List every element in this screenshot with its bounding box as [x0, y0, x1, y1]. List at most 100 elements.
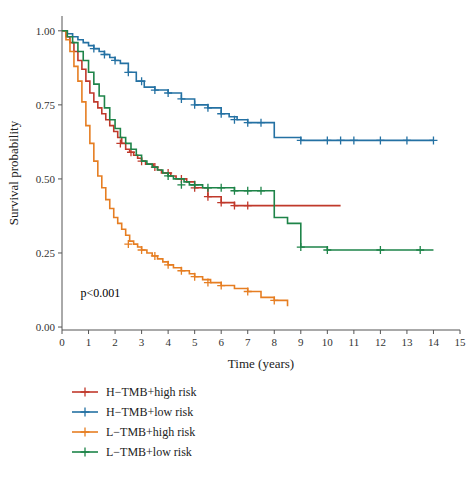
censor-mark [376, 136, 384, 144]
censor-mark [124, 68, 132, 76]
y-tick [58, 327, 62, 328]
legend-marker [81, 448, 90, 457]
x-tick [353, 330, 354, 334]
censor-mark [230, 187, 238, 195]
censor-mark [270, 296, 278, 304]
censor-mark [191, 181, 199, 189]
x-tick-label: 5 [192, 336, 198, 348]
censor-mark [217, 199, 225, 207]
x-tick [168, 330, 169, 334]
censor-mark [416, 246, 424, 254]
x-tick-label: 4 [165, 336, 171, 348]
censor-mark [164, 89, 172, 97]
censor-mark [138, 77, 146, 85]
x-axis-line [62, 330, 460, 331]
y-tick-label: 0.00 [36, 321, 56, 333]
x-tick-label: 9 [298, 336, 304, 348]
x-tick [194, 330, 195, 334]
censor-mark [124, 240, 132, 248]
censor-mark [191, 273, 199, 281]
x-tick-label: 14 [428, 336, 440, 348]
censor-mark [244, 187, 252, 195]
legend: H−TMB+high risk H−TMB+low risk L−TMB+high … [72, 385, 197, 459]
censor-mark [244, 202, 252, 210]
censor-mark [350, 136, 358, 144]
x-tick [88, 330, 89, 334]
legend-marker [81, 428, 90, 437]
censor-mark [151, 86, 159, 94]
x-tick-label: 11 [349, 336, 360, 348]
x-tick [406, 330, 407, 334]
censor-mark [204, 104, 212, 112]
censor-mark [177, 181, 185, 189]
x-tick [221, 330, 222, 334]
y-tick [58, 178, 62, 179]
censor-mark [257, 187, 265, 195]
y-tick [58, 30, 62, 31]
legend-label: H−TMB+low risk [106, 405, 193, 419]
annotation: p<0.001 [81, 286, 121, 300]
x-tick [115, 330, 116, 334]
survival-curve [62, 31, 433, 250]
censor-mark [164, 172, 172, 180]
censor-mark [257, 119, 265, 127]
x-tick [460, 330, 461, 334]
censor-mark [217, 110, 225, 118]
x-tick-label: 6 [218, 336, 224, 348]
x-tick [274, 330, 275, 334]
censor-mark [217, 282, 225, 290]
censor-mark [138, 246, 146, 254]
censor-mark [177, 267, 185, 275]
censor-mark [230, 116, 238, 124]
legend-label: L−TMB+high risk [106, 425, 195, 439]
y-tick-label: 0.75 [36, 99, 56, 111]
censor-mark [177, 95, 185, 103]
y-tick-label: 0.25 [36, 247, 56, 259]
legend-label: H−TMB+high risk [106, 385, 197, 399]
censor-mark [100, 51, 108, 59]
chart: 01234567891011121314150.000.250.500.751.… [0, 0, 474, 500]
censor-mark [151, 252, 159, 260]
x-tick [141, 330, 142, 334]
censor-mark [191, 101, 199, 109]
censor-mark [111, 56, 119, 64]
y-axis-line [62, 16, 63, 330]
censor-mark [323, 136, 331, 144]
censor-mark [297, 243, 305, 251]
censor-mark [217, 184, 225, 192]
censor-mark [244, 119, 252, 127]
legend-label: L−TMB+low risk [106, 445, 192, 459]
censor-mark [204, 184, 212, 192]
censor-mark [204, 279, 212, 287]
x-tick-label: 7 [245, 336, 251, 348]
x-tick-label: 13 [401, 336, 413, 348]
x-tick-label: 3 [139, 336, 145, 348]
censor-mark [90, 45, 98, 53]
x-tick-label: 1 [86, 336, 92, 348]
survival-curve [62, 31, 341, 206]
x-axis-label: Time (years) [228, 356, 294, 371]
x-tick-label: 12 [375, 336, 386, 348]
censor-mark [376, 246, 384, 254]
x-tick-label: 8 [272, 336, 278, 348]
censor-mark [323, 246, 331, 254]
x-tick [62, 330, 63, 334]
censor-mark [297, 136, 305, 144]
censor-mark [204, 193, 212, 201]
plot-area [62, 31, 437, 306]
censor-mark [116, 139, 124, 147]
y-tick [58, 104, 62, 105]
x-tick-label: 10 [322, 336, 334, 348]
y-tick-label: 0.50 [36, 173, 56, 185]
y-tick-label: 1.00 [36, 25, 56, 37]
censor-mark [429, 136, 437, 144]
x-tick-label: 0 [59, 336, 65, 348]
x-tick [327, 330, 328, 334]
x-tick [380, 330, 381, 334]
legend-marker [81, 388, 90, 397]
censor-mark [337, 136, 345, 144]
x-tick [300, 330, 301, 334]
y-tick [58, 252, 62, 253]
x-tick [247, 330, 248, 334]
censor-mark [403, 136, 411, 144]
